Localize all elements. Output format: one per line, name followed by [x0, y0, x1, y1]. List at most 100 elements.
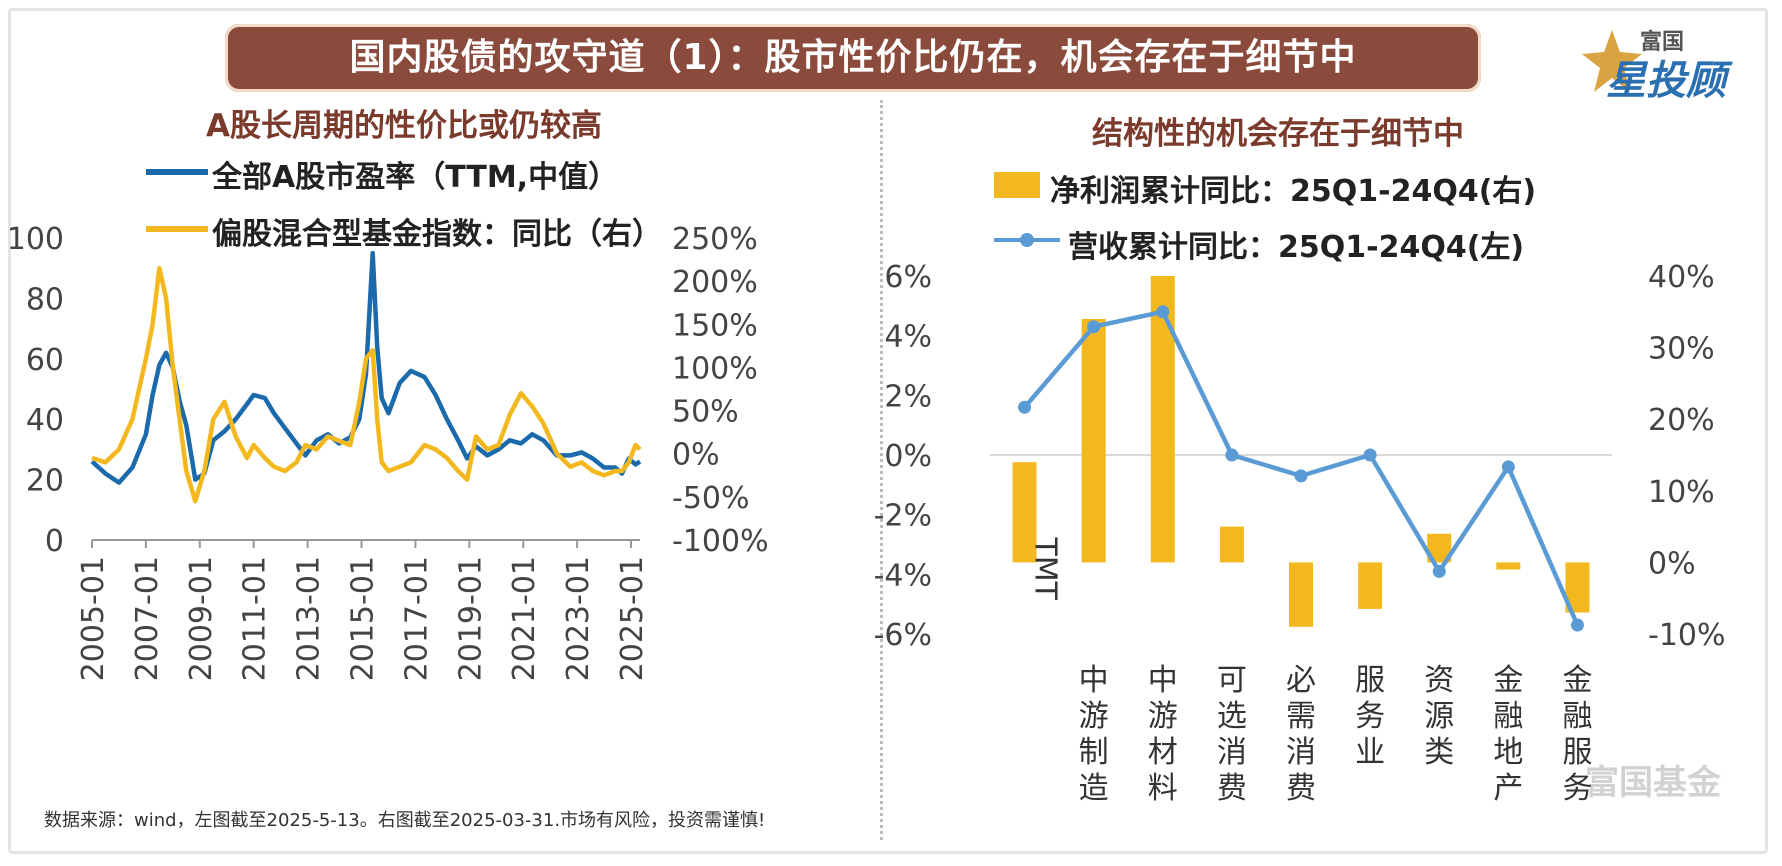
- profit-bar-7: [1496, 562, 1521, 570]
- revenue-point-0: [1018, 400, 1032, 414]
- legend-marker-revenue: [1020, 233, 1034, 247]
- right-chart-category-label: 服: [1355, 663, 1385, 698]
- left-chart-y-tick-right: 0%: [672, 438, 720, 473]
- left-chart-y-tick-right: 50%: [672, 395, 739, 430]
- revenue-point-3: [1225, 448, 1239, 462]
- left-chart-x-tick-label: 2023-01: [561, 556, 596, 681]
- left-chart-y-tick-left: 80: [26, 282, 64, 317]
- revenue-point-5: [1363, 448, 1377, 462]
- right-chart-category-label: 需: [1286, 699, 1316, 734]
- right-chart-category-label: 消: [1286, 735, 1316, 770]
- profit-bar-1: [1081, 318, 1106, 563]
- right-chart-category-label: 料: [1148, 771, 1178, 806]
- page-title: 国内股债的攻守道（1）：股市性价比仍在，机会存在于细节中: [349, 37, 1357, 78]
- right-chart-category-label: TMT: [1028, 536, 1063, 600]
- left-chart-subtitle: A股长周期的性价比或仍较高: [206, 108, 602, 144]
- right-chart-category-label: 源: [1424, 699, 1454, 734]
- profit-bar-2: [1150, 276, 1175, 563]
- right-chart-y-tick-right: 30%: [1648, 332, 1715, 367]
- revenue-point-6: [1432, 564, 1446, 578]
- left-chart-x-tick-label: 2007-01: [130, 556, 165, 681]
- left-chart-x-tick-label: 2015-01: [346, 556, 381, 681]
- right-chart-y-tick-left: 4%: [884, 320, 932, 355]
- right-chart-category-label: 消: [1217, 735, 1247, 770]
- right-chart-y-tick-left: 2%: [884, 379, 932, 414]
- right-chart-category-label: 造: [1079, 771, 1109, 806]
- right-chart-y-tick-right: 40%: [1648, 260, 1715, 295]
- left-chart-y-tick-right: 150%: [672, 308, 758, 343]
- right-chart-category-label: 资: [1424, 663, 1454, 698]
- pe-ratio-line: [90, 250, 642, 485]
- logo-top-text: 富国: [1640, 30, 1685, 55]
- left-chart-y-tick-left: 0: [45, 524, 64, 559]
- right-chart-category-label: 融: [1562, 699, 1592, 734]
- fund-index-yoy-line: [91, 265, 642, 504]
- left-chart-x-tick-label: 2021-01: [507, 556, 542, 681]
- legend-label-fund: 偏股混合型基金指数：同比（右）: [212, 217, 662, 252]
- right-chart-category-label: 游: [1079, 699, 1109, 734]
- left-chart-y-tick-right: -100%: [672, 524, 769, 559]
- profit-bar-3: [1219, 526, 1244, 563]
- right-chart-category-label: 地: [1493, 735, 1523, 770]
- right-chart-category-label: 选: [1217, 699, 1247, 734]
- right-chart-y-tick-left: 6%: [884, 260, 932, 295]
- brand-logo: 富国 星投顾: [1582, 22, 1732, 104]
- right-chart-subtitle: 结构性的机会存在于细节中: [1092, 116, 1464, 152]
- right-chart-category-label: 服: [1562, 735, 1592, 770]
- revenue-point-7: [1501, 460, 1515, 474]
- title-banner: 国内股债的攻守道（1）：股市性价比仍在，机会存在于细节中: [225, 24, 1481, 92]
- star-icon: [1582, 30, 1642, 92]
- right-chart-category-label: 费: [1286, 771, 1316, 806]
- right-chart-category-label: 必: [1286, 663, 1316, 698]
- profit-bar-5: [1358, 562, 1383, 609]
- right-chart-y-tick-right: 0%: [1648, 546, 1696, 581]
- legend-swatch-fund: [146, 226, 208, 232]
- right-chart-y-tick-left: -4%: [874, 558, 932, 593]
- legend-swatch-revenue: [994, 233, 1060, 247]
- right-chart-y-tick-right: 10%: [1648, 475, 1715, 510]
- revenue-point-4: [1294, 469, 1308, 483]
- left-chart-y-tick-left: 20: [26, 464, 64, 499]
- profit-bar-4: [1289, 562, 1313, 627]
- profit-bar-0: [1012, 462, 1037, 563]
- revenue-point-8: [1570, 618, 1584, 632]
- right-chart-y-tick-left: 0%: [884, 439, 932, 474]
- left-chart-x-tick-label: 2009-01: [184, 556, 219, 681]
- legend-swatch-pe: [146, 169, 208, 175]
- left-chart-x-tick-label: 2019-01: [453, 556, 488, 681]
- right-chart-y-tick-left: -2%: [874, 499, 932, 534]
- left-chart-y-tick-right: 100%: [672, 351, 758, 386]
- right-chart-category-label: 中: [1148, 663, 1178, 698]
- left-chart-y-tick-right: 250%: [672, 222, 758, 257]
- left-chart-x-tick-label: 2011-01: [238, 556, 273, 681]
- right-chart-y-tick-right: 20%: [1648, 403, 1715, 438]
- right-chart-category-label: 可: [1217, 663, 1247, 698]
- left-chart-x-tick-label: 2025-01: [615, 556, 650, 681]
- right-chart-category-label: 融: [1493, 699, 1523, 734]
- logo-main-text: 星投顾: [1606, 58, 1726, 104]
- right-chart-category-label: 游: [1148, 699, 1178, 734]
- legend-label-profit: 净利润累计同比：25Q1-24Q4(右): [1050, 174, 1537, 209]
- left-chart-y-tick-right: -50%: [672, 481, 750, 516]
- panel-divider: [880, 100, 883, 840]
- revenue-point-1: [1087, 320, 1101, 334]
- right-chart-category-label: 制: [1079, 735, 1109, 770]
- right-chart-category-label: 务: [1355, 699, 1385, 734]
- right-chart-y-tick-right: -10%: [1648, 618, 1726, 653]
- source-note: 数据来源：wind，左图截至2025-5-13。右图截至2025-03-31.市…: [44, 810, 766, 831]
- right-chart-category-label: 中: [1079, 663, 1109, 698]
- right-chart-category-label: 金: [1562, 663, 1592, 698]
- right-chart-category-label: 类: [1424, 735, 1454, 770]
- legend-swatch-profit: [994, 172, 1040, 198]
- right-chart-category-label: 业: [1355, 735, 1385, 770]
- left-chart-x-tick-label: 2013-01: [292, 556, 327, 681]
- right-chart-category-label: 务: [1562, 771, 1592, 806]
- right-chart-y-tick-left: -6%: [874, 618, 932, 653]
- left-chart-y-tick-left: 40: [26, 403, 64, 438]
- right-chart-category-label: 材: [1148, 735, 1178, 770]
- legend-label-pe: 全部A股市盈率（TTM,中值）: [212, 160, 619, 195]
- left-chart-y-tick-right: 200%: [672, 265, 758, 300]
- right-chart-category-label: 产: [1493, 771, 1523, 806]
- left-chart-y-tick-left: 60: [26, 343, 64, 378]
